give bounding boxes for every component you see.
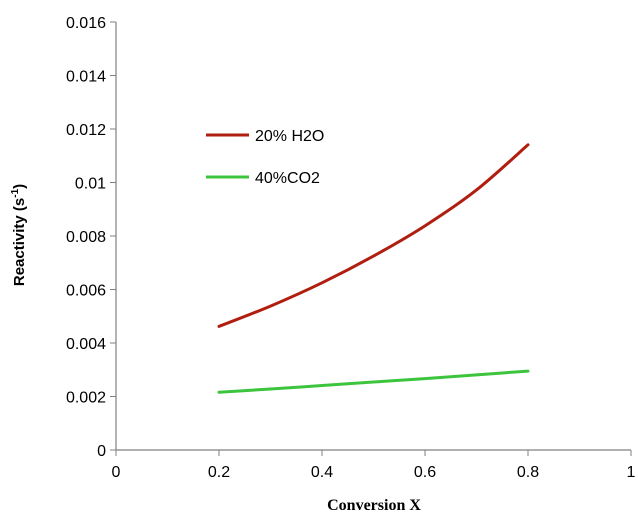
series-lines <box>217 143 530 394</box>
y-tick-label: 0.016 <box>66 15 106 32</box>
series-line <box>217 369 530 394</box>
x-tick-label: 0.8 <box>517 464 539 481</box>
y-axis-label-superscript: -1 <box>10 188 21 197</box>
x-axis-label: Conversion X <box>327 497 421 513</box>
series-line <box>217 143 530 328</box>
x-tick-label: 0.2 <box>208 464 230 481</box>
y-axis-label: Reactivity (s-1) <box>10 184 28 286</box>
x-tick-label: 0.4 <box>311 464 333 481</box>
y-tick-label: 0.008 <box>66 229 106 246</box>
x-tick-label: 0.6 <box>414 464 436 481</box>
x-tick-label: 1 <box>627 464 636 481</box>
y-tick-label: 0.014 <box>66 69 106 86</box>
legend-label: 20% H2O <box>255 128 324 145</box>
legend: 20% H2O 40%CO2 <box>206 128 324 187</box>
y-tick-label: 0.012 <box>66 122 106 139</box>
y-axis-label-tail: ) <box>11 184 28 189</box>
y-tick-label: 0.01 <box>75 176 106 193</box>
y-tick-label: 0.002 <box>66 390 106 407</box>
y-tick-label: 0 <box>97 443 106 460</box>
x-tick-label: 0 <box>112 464 121 481</box>
y-tick-label: 0.006 <box>66 283 106 300</box>
y-axis-label-main: Reactivity (s <box>11 198 28 286</box>
y-tick-label: 0.004 <box>66 336 106 353</box>
legend-label: 40%CO2 <box>255 170 320 187</box>
axes: 0 0.002 0.004 0.006 0.008 0.01 0.012 0.014 0.016… <box>66 15 636 481</box>
